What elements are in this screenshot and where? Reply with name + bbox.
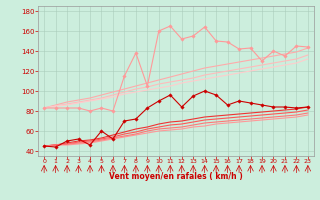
X-axis label: Vent moyen/en rafales ( km/h ): Vent moyen/en rafales ( km/h ) <box>109 172 243 181</box>
